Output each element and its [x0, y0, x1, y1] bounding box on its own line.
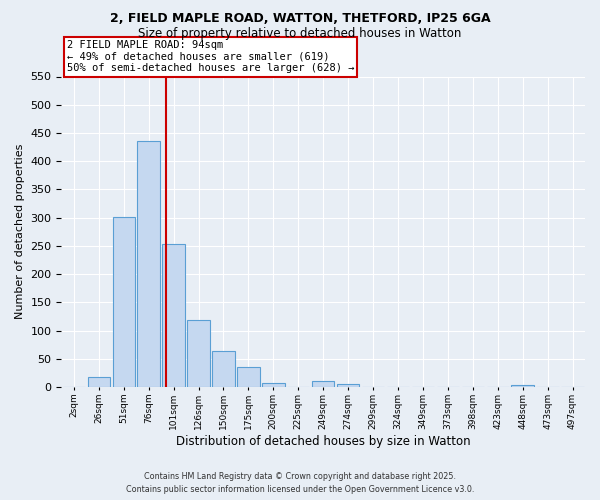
Bar [212, 351, 235, 387]
Bar [237, 366, 260, 387]
Text: Contains HM Land Registry data © Crown copyright and database right 2025.: Contains HM Land Registry data © Crown c… [144, 472, 456, 481]
Bar [113, 217, 135, 387]
Bar [88, 377, 110, 387]
Bar [163, 244, 185, 387]
Text: 2, FIELD MAPLE ROAD, WATTON, THETFORD, IP25 6GA: 2, FIELD MAPLE ROAD, WATTON, THETFORD, I… [110, 12, 490, 26]
Bar [511, 385, 534, 387]
X-axis label: Distribution of detached houses by size in Watton: Distribution of detached houses by size … [176, 434, 470, 448]
Bar [312, 381, 334, 387]
Bar [262, 383, 284, 387]
Bar [137, 142, 160, 387]
Y-axis label: Number of detached properties: Number of detached properties [15, 144, 25, 320]
Text: 2 FIELD MAPLE ROAD: 94sqm
← 49% of detached houses are smaller (619)
50% of semi: 2 FIELD MAPLE ROAD: 94sqm ← 49% of detac… [67, 40, 354, 74]
Bar [337, 384, 359, 387]
Bar [187, 320, 210, 387]
Text: Contains public sector information licensed under the Open Government Licence v3: Contains public sector information licen… [126, 485, 474, 494]
Text: Size of property relative to detached houses in Watton: Size of property relative to detached ho… [139, 28, 461, 40]
